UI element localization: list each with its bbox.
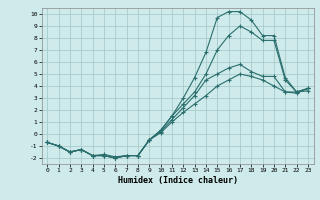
X-axis label: Humidex (Indice chaleur): Humidex (Indice chaleur) [118, 176, 237, 185]
